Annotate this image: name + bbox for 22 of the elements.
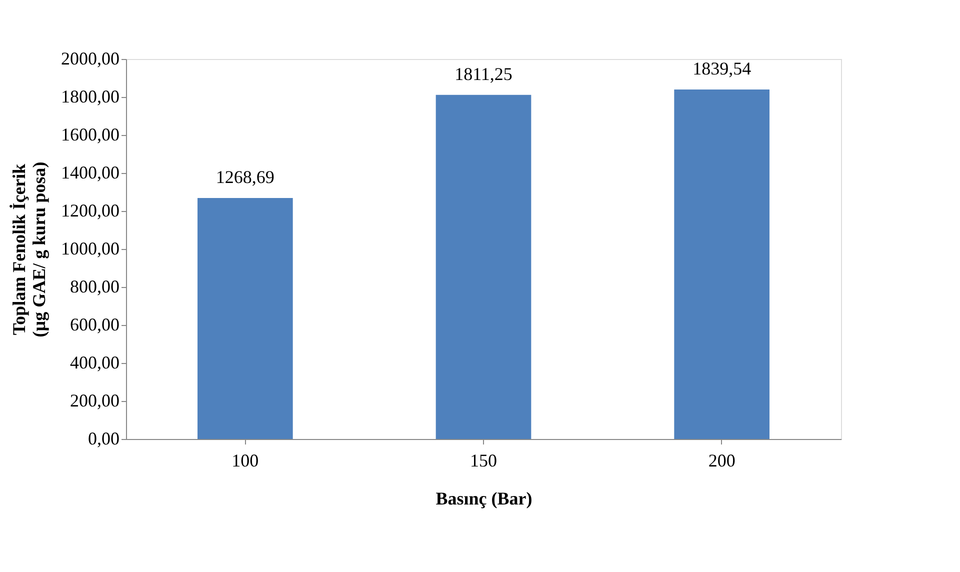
data-label: 1811,25 — [454, 64, 512, 84]
x-tick-label: 200 — [708, 450, 736, 470]
y-tick-label: 2000,00 — [61, 48, 120, 68]
bar — [674, 89, 770, 439]
y-tick-label: 1200,00 — [61, 200, 120, 220]
y-tick-label: 1600,00 — [61, 124, 120, 144]
y-tick-label: 600,00 — [70, 314, 120, 334]
bar — [198, 198, 293, 439]
y-tick-label: 1400,00 — [61, 162, 120, 182]
x-tick-label: 100 — [232, 450, 259, 470]
x-tick-label: 150 — [470, 450, 497, 470]
y-tick-label: 1800,00 — [61, 86, 120, 106]
y-tick-label: 800,00 — [70, 276, 120, 296]
y-axis-title: Toplam Fenolik İçerik (µg GAE/ g kuru posa) — [9, 162, 49, 338]
y-tick-label: 1000,00 — [61, 238, 120, 258]
y-tick-label: 0,00 — [88, 428, 120, 448]
data-label: 1268,69 — [216, 166, 274, 187]
y-tick-label: 200,00 — [70, 390, 120, 410]
bar — [436, 94, 532, 439]
y-tick-label: 400,00 — [70, 352, 120, 372]
data-label: 1839,54 — [692, 58, 752, 78]
x-axis-title: Basınç (Bar) — [436, 488, 532, 508]
